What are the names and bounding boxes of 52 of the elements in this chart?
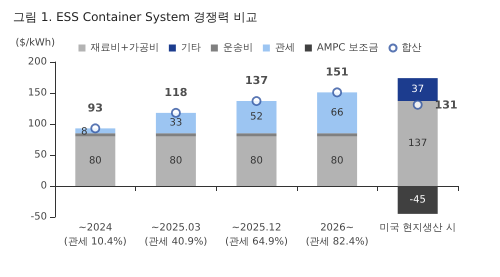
bar <box>398 186 438 214</box>
data-label: 66 <box>330 107 344 118</box>
data-label: 118 <box>164 86 188 99</box>
y-axis-title: ($/kWh) <box>15 38 56 48</box>
legend-label: 합산 <box>402 42 422 54</box>
y-tick-label: 100 <box>28 118 47 130</box>
data-label: 80 <box>88 156 102 167</box>
bar <box>156 112 196 134</box>
data-label: 93 <box>88 101 103 114</box>
data-label: 80 <box>170 156 182 167</box>
bar <box>156 133 196 136</box>
bar <box>317 92 358 134</box>
x-tick-label: 미국 현지생산 시 <box>380 222 456 234</box>
legend-label: 기타 <box>180 42 201 54</box>
bar <box>236 101 276 134</box>
legend-label: 재료비+가공비 <box>90 42 159 54</box>
y-tick-label: 50 <box>34 150 47 160</box>
data-label: 137 <box>408 138 428 150</box>
point <box>412 100 423 110</box>
point <box>90 123 100 134</box>
bar <box>236 133 276 136</box>
legend-label: AMPC 보조금 <box>316 42 379 54</box>
x-tick-label: ~2025.03 (관세 40.9%) <box>144 222 208 248</box>
bar <box>156 136 196 186</box>
x-tick-label: ~2024 (관세 10.4%) <box>64 222 127 248</box>
y-tick-label: 0 <box>40 180 47 192</box>
bar <box>75 136 116 186</box>
x-tick-label: ~2025.12 (관세 64.9%) <box>225 222 288 248</box>
data-label: 37 <box>411 84 424 96</box>
chart-title: 그림 1. ESS Container System 경쟁력 비교 <box>13 10 258 24</box>
data-label: 80 <box>250 156 263 167</box>
bar <box>75 133 116 136</box>
point <box>332 87 342 98</box>
bar <box>317 133 358 136</box>
data-label: 137 <box>245 74 268 88</box>
y-tick-label: -50 <box>30 212 47 222</box>
data-label: 52 <box>250 112 263 123</box>
data-label: 80 <box>330 156 344 167</box>
data-label: -45 <box>410 194 426 206</box>
bar <box>398 78 438 102</box>
data-label: 151 <box>326 65 349 78</box>
y-tick-label: 200 <box>28 56 47 68</box>
bar <box>236 136 276 186</box>
legend-label: 운송비 <box>222 42 253 54</box>
data-label: 131 <box>434 98 458 112</box>
legend-label: 관세 <box>274 42 295 54</box>
x-tick-label: 2026~ (관세 82.4%) <box>306 222 369 248</box>
point <box>252 96 262 106</box>
point <box>171 108 181 118</box>
data-label: 33 <box>170 118 182 129</box>
bar <box>317 136 358 186</box>
y-tick-label: 150 <box>28 88 47 98</box>
